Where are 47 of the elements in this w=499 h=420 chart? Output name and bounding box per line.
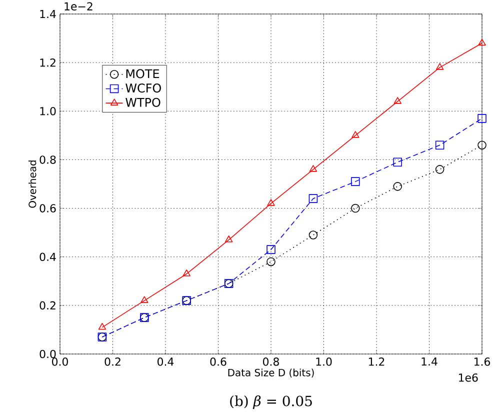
y-tick-label: 0.6 bbox=[40, 204, 56, 212]
legend-label: WTPO bbox=[126, 98, 160, 107]
x-tick-label: 1.2 bbox=[368, 358, 384, 366]
x-tick-label: 0.6 bbox=[210, 358, 226, 366]
point bbox=[394, 97, 402, 104]
y-tick-label: 1.4 bbox=[40, 10, 56, 18]
point bbox=[393, 158, 402, 167]
x-tick-label: 0.4 bbox=[158, 358, 174, 366]
point bbox=[98, 322, 106, 330]
text: 1e−2 bbox=[64, 2, 92, 10]
point bbox=[435, 165, 444, 174]
point bbox=[351, 177, 360, 186]
point bbox=[224, 235, 233, 242]
point bbox=[308, 230, 318, 240]
x-tick-label: 0.2 bbox=[104, 358, 120, 366]
x-tick-label: 0.8 bbox=[263, 358, 279, 366]
x-axis-title: Data Size D (bits) bbox=[228, 368, 314, 378]
point bbox=[478, 140, 486, 150]
legend-label: MOTE bbox=[126, 69, 159, 78]
point bbox=[393, 182, 402, 191]
y-tick-label: 0.2 bbox=[40, 301, 56, 310]
y-tick-label: 1.2 bbox=[40, 58, 56, 67]
point bbox=[308, 194, 318, 203]
point bbox=[352, 131, 360, 138]
y-tick-label: 0.8 bbox=[40, 156, 56, 164]
point bbox=[267, 199, 275, 206]
point bbox=[478, 114, 486, 123]
point bbox=[266, 257, 276, 266]
y-tick-label: 1.0 bbox=[40, 107, 56, 116]
point bbox=[436, 63, 444, 70]
point bbox=[435, 140, 444, 150]
x-tick-label: 1.4 bbox=[422, 358, 438, 366]
x-tick-label: 1.0 bbox=[316, 358, 332, 366]
legend-label: WCFO bbox=[126, 84, 161, 93]
point bbox=[351, 204, 360, 213]
point bbox=[182, 269, 190, 276]
point bbox=[478, 38, 486, 46]
text: (b) β = 0.05 bbox=[230, 395, 312, 409]
x-tick-label: 0.0 bbox=[52, 358, 68, 366]
point bbox=[266, 245, 276, 254]
x-tick-label: 1.6 bbox=[474, 358, 490, 366]
y-axis-title: Overhead bbox=[28, 160, 36, 208]
y-tick-label: 0.0 bbox=[40, 350, 56, 358]
y-tick-label: 0.4 bbox=[40, 252, 56, 262]
text: 1e6 bbox=[459, 373, 478, 382]
point bbox=[140, 296, 148, 303]
point bbox=[309, 165, 318, 172]
